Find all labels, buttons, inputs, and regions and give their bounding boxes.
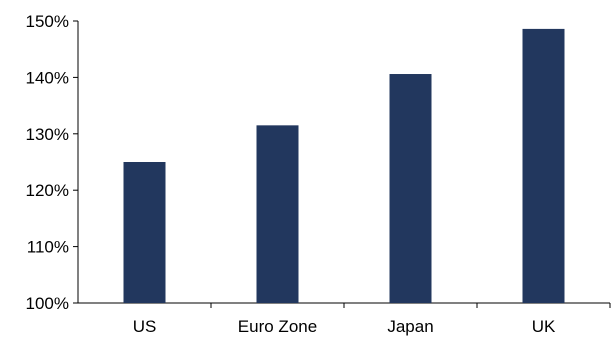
y-tick-label: 150% [26,12,69,31]
bar-euro-zone [256,125,299,303]
bar-us [123,162,166,303]
y-axis: 100% 110% 120% 130% 140% 150% [26,12,79,313]
bar-japan [389,74,432,304]
x-category-label: Japan [387,317,433,336]
bars [123,28,565,304]
y-tick-label: 120% [26,181,69,200]
y-ticks: 100% 110% 120% 130% 140% 150% [26,12,78,313]
x-category-label: Euro Zone [238,317,317,336]
bar-uk [522,28,565,304]
x-axis: US Euro Zone Japan UK [78,302,611,336]
y-tick-label: 100% [26,294,69,313]
x-category-label: UK [532,317,556,336]
y-tick-label: 140% [26,68,69,87]
y-tick-label: 130% [26,125,69,144]
x-category-label: US [133,317,157,336]
y-tick-label: 110% [27,238,69,257]
x-labels: US Euro Zone Japan UK [133,303,611,336]
